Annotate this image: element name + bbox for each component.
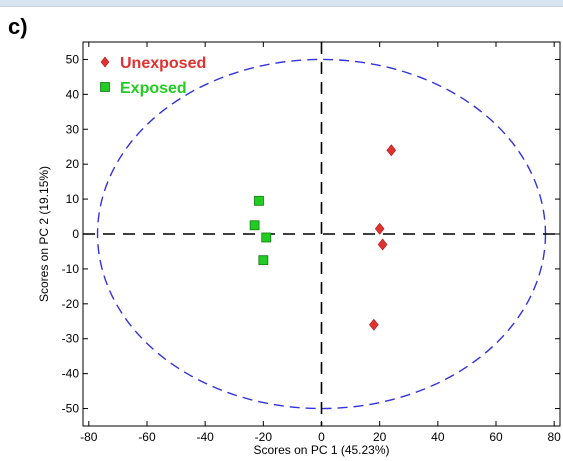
- y-tick-label: -50: [62, 402, 80, 416]
- y-tick-label: 30: [66, 122, 80, 136]
- exposed-data-point: [249, 220, 260, 231]
- x-tick-label: -60: [138, 430, 156, 444]
- x-tick-label: -40: [196, 430, 214, 444]
- y-axis-title: Scores on PC 2 (19.15%): [37, 166, 51, 302]
- x-axis-ticks: -80 -60 -40 -20 0 20 40 60 80: [80, 42, 561, 444]
- x-tick-label: 40: [431, 430, 445, 444]
- y-axis-ticks: -50 -40 -30 -20 -10 0 10 20 30 40 50: [62, 52, 560, 416]
- unexposed-data-point: [374, 222, 385, 235]
- y-tick-label: -20: [62, 297, 80, 311]
- x-tick-label: 20: [373, 430, 387, 444]
- panel-label: c): [8, 14, 28, 39]
- exposed-data-point: [261, 232, 272, 243]
- y-tick-label: 40: [66, 87, 80, 101]
- legend-label: Exposed: [120, 80, 187, 97]
- y-tick-label: -30: [62, 332, 80, 346]
- x-tick-label: -80: [80, 430, 98, 444]
- legend-square-marker: [100, 82, 110, 92]
- x-tick-label: 0: [318, 430, 325, 444]
- exposed-data-point: [254, 195, 264, 206]
- unexposed-data-point: [369, 318, 379, 331]
- x-tick-label: 80: [548, 430, 562, 444]
- y-tick-label: 0: [72, 227, 79, 241]
- unexposed-data-point: [377, 238, 388, 251]
- legend: Unexposed Exposed: [100, 55, 206, 97]
- x-tick-label: -20: [255, 430, 273, 444]
- data-points: [249, 144, 397, 331]
- x-tick-label: 60: [489, 430, 503, 444]
- exposed-data-point: [258, 255, 269, 266]
- unexposed-data-point: [386, 144, 397, 157]
- y-tick-label: 50: [66, 52, 80, 66]
- y-tick-label: 20: [66, 157, 80, 171]
- y-tick-label: 10: [66, 192, 80, 206]
- legend-diamond-marker: [100, 56, 110, 68]
- legend-label: Unexposed: [120, 55, 206, 72]
- reference-lines-layer: [83, 42, 560, 426]
- y-tick-label: -10: [62, 262, 80, 276]
- y-tick-label: -40: [62, 367, 80, 381]
- x-axis-title: Scores on PC 1 (45.23%): [253, 443, 389, 457]
